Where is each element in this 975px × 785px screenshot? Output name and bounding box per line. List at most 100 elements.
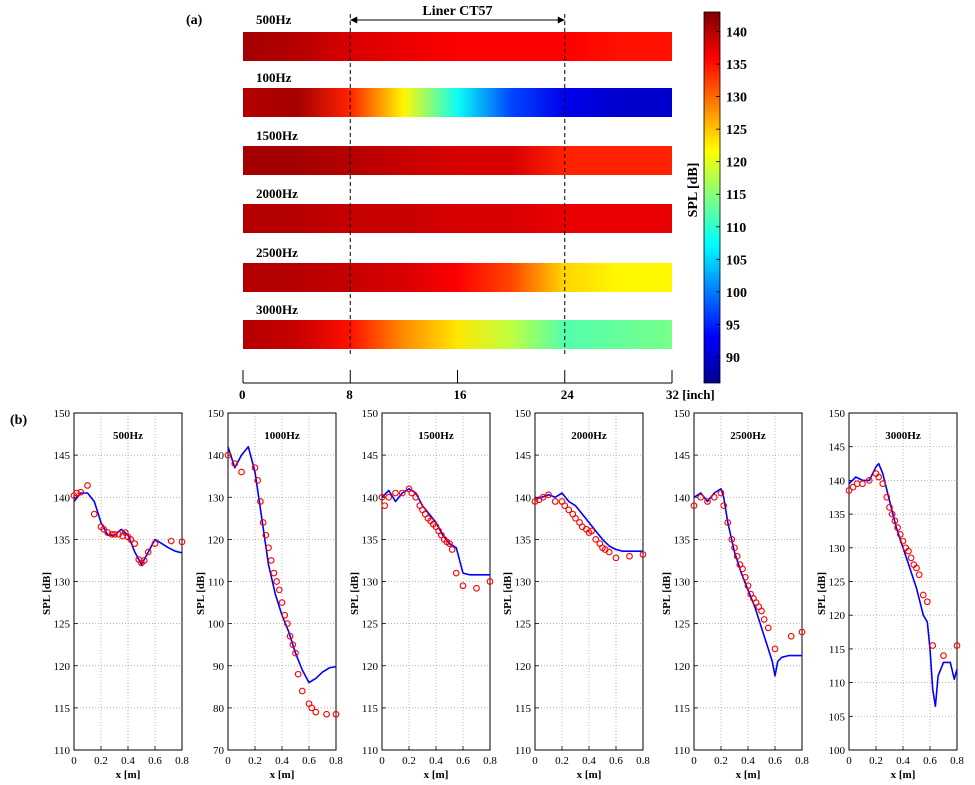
heatmap-strip-3000Hz — [243, 320, 672, 349]
y-tick-label: 125 — [54, 619, 71, 631]
measurement-point — [273, 578, 280, 585]
colorbar-tick-label: 120 — [726, 156, 747, 171]
measurement-point — [392, 489, 399, 497]
panel-a-heatmap: 500Hz 100Hz 1500Hz 2000Hz 2500Hz 3000Hz Liner … — [239, 4, 747, 402]
y-tick-label: 115 — [54, 703, 71, 715]
chart-title: 2000Hz — [571, 430, 607, 442]
measurement-point — [378, 493, 386, 501]
measurement-point — [588, 527, 596, 535]
measurement-point — [739, 565, 746, 573]
inch-tick-label: 24 — [561, 387, 575, 402]
measurement-point — [398, 489, 406, 497]
measurement-point — [259, 519, 267, 526]
y-tick-label: 120 — [208, 534, 225, 546]
x-tick-label: 0 — [691, 755, 697, 767]
measurement-point — [853, 480, 861, 488]
measurement-point — [408, 489, 416, 497]
measurement-point — [167, 537, 175, 545]
x-tick-label: 0.6 — [302, 755, 316, 767]
measurement-point — [886, 504, 893, 511]
y-tick-label: 130 — [829, 543, 846, 555]
measurement-point — [289, 641, 297, 649]
x-tick-label: 0.2 — [714, 755, 728, 767]
measurement-point — [731, 544, 738, 552]
y-tick-label: 125 — [515, 619, 532, 631]
measurement-point — [717, 489, 725, 497]
y-tick-label: 145 — [829, 442, 846, 454]
y-tick-label: 120 — [515, 661, 532, 673]
y-tick-label: 140 — [362, 492, 379, 504]
y-axis-label: SPL [dB] — [195, 572, 207, 615]
measurement-point — [278, 599, 286, 606]
x-tick-label: 0.6 — [923, 755, 937, 767]
y-tick-label: 145 — [362, 450, 379, 462]
chart-title: 1500Hz — [418, 430, 454, 442]
chart-title: 3000Hz — [885, 430, 921, 442]
y-tick-label: 100 — [829, 745, 846, 757]
measurement-point — [231, 460, 239, 467]
y-tick-label: 120 — [54, 661, 71, 673]
colorbar-tick-label: 110 — [726, 221, 746, 236]
x-tick-label: 0.6 — [609, 755, 623, 767]
y-axis-label: SPL [dB] — [502, 572, 514, 615]
y-tick-label: 150 — [54, 408, 71, 420]
measurement-point — [224, 451, 232, 459]
measurement-point — [473, 584, 480, 592]
x-tick-label: 0.8 — [950, 755, 964, 767]
measurement-point — [741, 573, 749, 581]
colorbar-tick-label: 90 — [726, 351, 740, 366]
measurement-point — [879, 480, 887, 488]
measurement-point — [104, 529, 112, 536]
measurement-point — [626, 552, 633, 560]
strip-label-3000Hz: 3000Hz — [256, 302, 298, 317]
measurement-point — [561, 502, 569, 510]
model-line — [73, 492, 183, 566]
x-tick-label: 0.2 — [555, 755, 569, 767]
y-tick-label: 130 — [515, 577, 532, 589]
measurement-point — [131, 540, 139, 547]
measurement-point — [385, 493, 393, 501]
y-tick-label: 110 — [362, 745, 379, 757]
measurement-point — [845, 487, 853, 494]
measurement-point — [859, 480, 866, 488]
chart-title: 2500Hz — [730, 430, 766, 442]
colorbar — [703, 11, 721, 384]
measurement-point — [292, 649, 299, 657]
measurement-point — [127, 536, 135, 543]
y-tick-label: 140 — [829, 475, 846, 487]
x-axis-label: x [m] — [891, 769, 916, 781]
x-tick-label: 0.2 — [94, 755, 108, 767]
x-tick-label: 0.4 — [121, 755, 135, 767]
y-tick-label: 135 — [362, 534, 379, 546]
y-tick-label: 145 — [515, 450, 532, 462]
x-tick-label: 0 — [379, 755, 385, 767]
colorbar-tick-label: 100 — [726, 286, 747, 301]
x-tick-label: 0.8 — [483, 755, 497, 767]
y-tick-label: 140 — [54, 492, 71, 504]
measurement-point — [539, 493, 547, 501]
y-tick-label: 140 — [674, 492, 691, 504]
measurement-point — [907, 554, 915, 562]
measurement-point — [100, 525, 108, 533]
colorbar-tick-label: 105 — [726, 253, 747, 268]
y-tick-label: 110 — [829, 678, 846, 690]
y-tick-label: 125 — [362, 619, 379, 631]
measurement-point — [875, 473, 883, 481]
measurement-point — [144, 548, 152, 556]
y-tick-label: 90 — [213, 661, 225, 673]
measurement-point — [894, 524, 901, 531]
measurement-point — [281, 611, 289, 619]
measurement-point — [697, 493, 705, 501]
y-tick-label: 125 — [829, 577, 846, 589]
measurement-point — [111, 530, 118, 538]
x-tick-label: 0 — [532, 755, 538, 767]
measurement-point — [84, 482, 91, 489]
x-axis-label: x [m] — [270, 769, 295, 781]
measurement-point — [551, 498, 559, 505]
measurement-point — [265, 544, 272, 552]
y-tick-label: 120 — [829, 610, 846, 622]
x-axis-label: x [m] — [424, 769, 449, 781]
y-tick-label: 140 — [515, 492, 532, 504]
measurement-point — [724, 519, 732, 526]
y-tick-label: 120 — [362, 661, 379, 673]
